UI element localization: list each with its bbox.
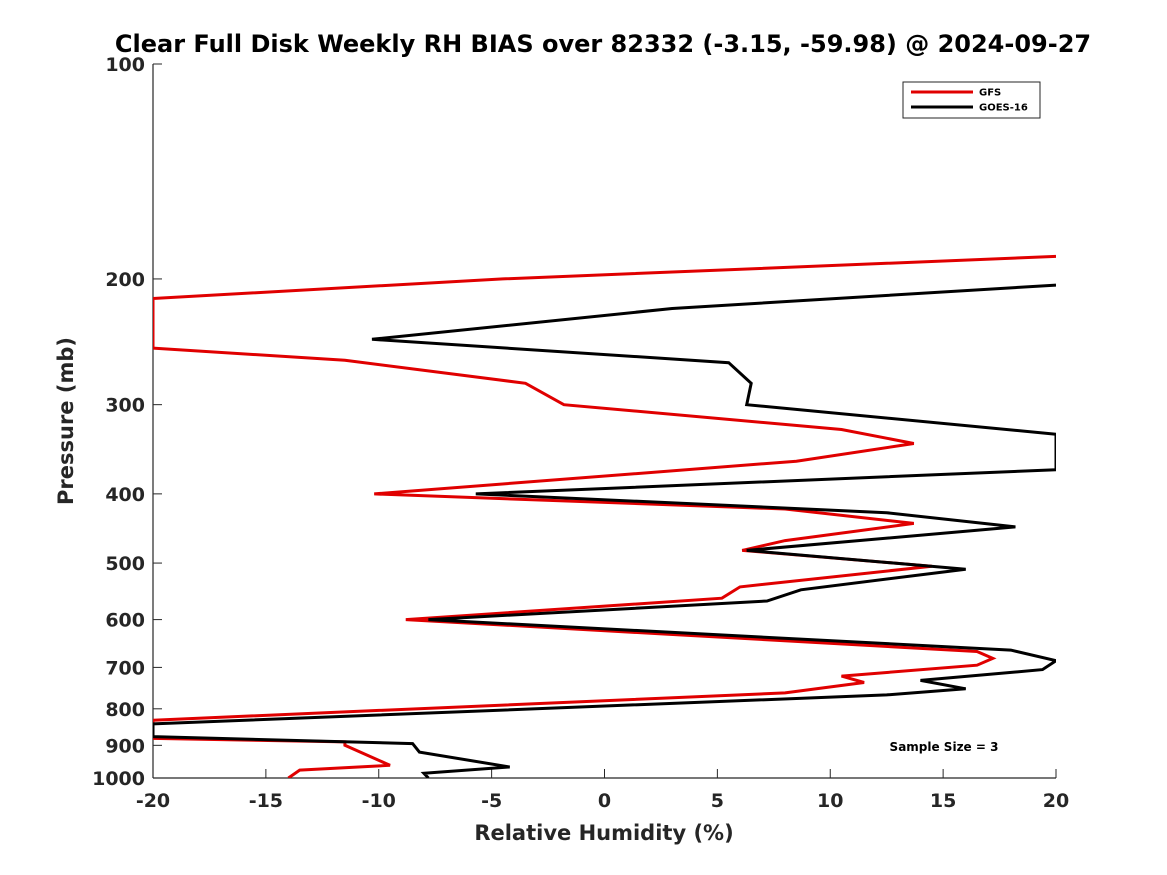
x-axis-label: Relative Humidity (%) [474,821,733,845]
y-tick-label: 400 [105,484,145,506]
y-axis-label: Pressure (mb) [54,337,78,505]
x-tick-label: -20 [136,790,170,812]
chart-title: Clear Full Disk Weekly RH BIAS over 8233… [115,30,1091,58]
y-tick-label: 100 [105,54,145,76]
x-tick-label: 15 [930,790,956,812]
sample-size-annotation: Sample Size = 3 [890,740,999,754]
axes: -20 -15 -10 -5 0 5 10 15 20 100 200 300 400 500 600 700… [92,54,1069,812]
x-tick-label: -10 [362,790,396,812]
legend-box [902,81,1041,119]
y-tick-label: 700 [105,657,145,679]
x-tick-label: -5 [481,790,502,812]
y-tick-label: 1000 [92,768,145,790]
y-tick-label: 800 [105,699,145,721]
series-line-goes-16 [153,283,1056,778]
legend-label: GOES-16 [979,103,1028,114]
legend: GFS GOES-16 [902,81,1041,119]
x-tick-label: 5 [711,790,724,812]
y-tick-label: 600 [105,610,145,632]
series-line-gfs [153,254,1056,778]
series-layer [153,254,1056,778]
y-tick-label: 200 [105,269,145,291]
x-tick-label: 10 [817,790,843,812]
y-tick-label: 500 [105,553,145,575]
x-tick-label: 0 [598,790,611,812]
y-tick-label: 900 [105,735,145,757]
legend-label: GFS [979,88,1001,99]
y-tick-label: 300 [105,395,145,417]
x-tick-label: 20 [1043,790,1069,812]
x-tick-label: -15 [249,790,283,812]
